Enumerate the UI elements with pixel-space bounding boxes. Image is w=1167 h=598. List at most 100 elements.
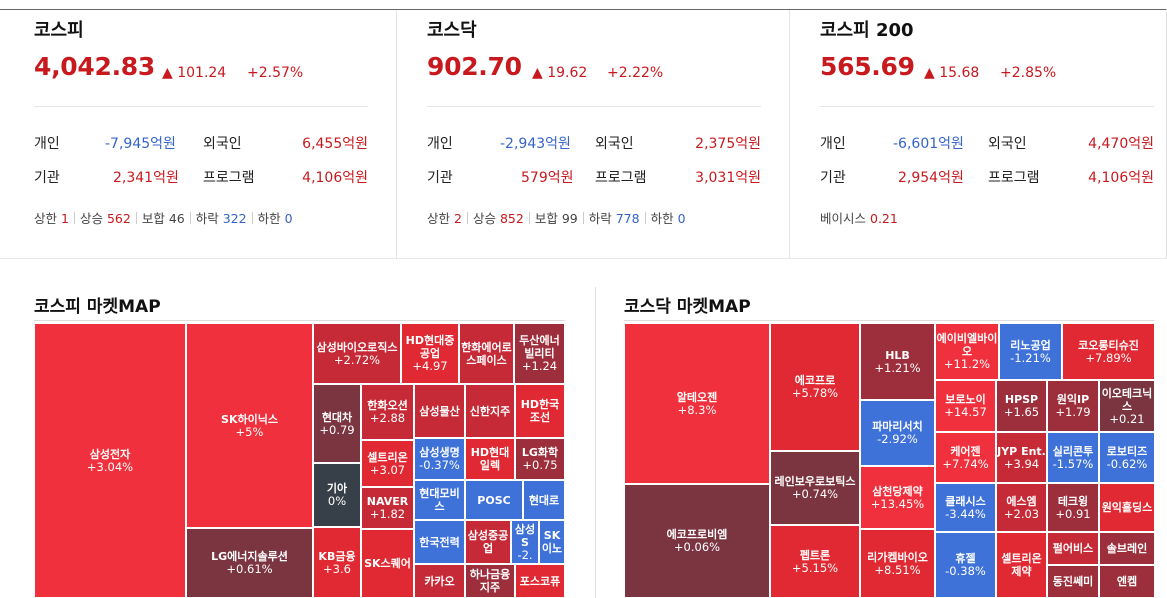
treemap-cell-sk이노[interactable]: SK이노 — [539, 520, 565, 564]
treemap-cell-에이비엘바이오[interactable]: 에이비엘바이오 +11.2% — [935, 323, 999, 380]
treemap-cell-현대모비스[interactable]: 현대모비스 — [414, 480, 465, 520]
treemap-cell-hd현대일렉[interactable]: HD현대일렉 — [465, 438, 515, 480]
treemap-cell-동진쎄미[interactable]: 동진쎄미 — [1047, 565, 1099, 598]
treemap-cell-change: +4.97 — [412, 359, 448, 373]
treemap-cell-name: HD현대중공업 — [405, 334, 455, 360]
treemap-cell-현대차[interactable]: 현대차 +0.79 — [313, 384, 361, 463]
treemap-cell-삼성중공업[interactable]: 삼성중공업 — [465, 520, 511, 564]
treemap-cell-name: 현대모비스 — [419, 487, 460, 513]
treemap-cell-한국전력[interactable]: 한국전력 — [414, 520, 465, 564]
treemap-cell-name: 기아 — [326, 482, 348, 495]
treemap-cell-포스코퓨[interactable]: 포스코퓨 — [515, 564, 565, 598]
treemap-cell-change: -0.62% — [1106, 456, 1148, 471]
treemap-cell-hd한국조선[interactable]: HD한국조선 — [515, 384, 565, 438]
treemap-cell-posc[interactable]: POSC — [465, 480, 523, 520]
treemap-cell-기아[interactable]: 기아 0% — [313, 463, 361, 527]
treemap-cell-에스엠[interactable]: 에스엠 +2.03 — [996, 483, 1047, 532]
index-title[interactable]: 코스피 200 — [820, 20, 914, 41]
treemap-cell-원익홀딩스[interactable]: 원익홀딩스 — [1099, 483, 1155, 532]
treemap-cell-클래시스[interactable]: 클래시스 -3.44% — [935, 483, 996, 532]
treemap-cell-코오롱티슈진[interactable]: 코오롱티슈진 +7.89% — [1062, 323, 1155, 380]
treemap-cell-lg에너지솔루션[interactable]: LG에너지솔루션 +0.61% — [186, 528, 313, 598]
treemap-cell-naver[interactable]: NAVER +1.82 — [361, 487, 414, 529]
treemap-cell-sk스퀘어[interactable]: SK스퀘어 — [361, 529, 414, 598]
treemap-cell-kb금융[interactable]: KB금융 +3.6 — [313, 527, 361, 598]
treemap-cell-change: +5.15% — [791, 560, 839, 575]
treemap-cell-에코프로비엠[interactable]: 에코프로비엠 +0.06% — [624, 484, 770, 598]
treemap-cell-change: +0.79 — [319, 422, 355, 437]
index-panel-kospi[interactable]: 코스피 4,042.83 ▲ 101.24 +2.57% 개인 -7,945억원… — [0, 10, 395, 256]
treemap-cell-테크윙[interactable]: 테크윙 +0.91 — [1047, 483, 1099, 532]
treemap-cell-name: JYP Ent. — [997, 444, 1046, 458]
divider — [34, 320, 565, 321]
treemap-cell-change: +0.75 — [522, 458, 558, 472]
treemap-cell-두산에너빌리티[interactable]: 두산에너빌리티 +1.24 — [514, 323, 565, 384]
treemap-cell-name: 파마리서치 — [872, 420, 923, 433]
treemap-cell-보로노이[interactable]: 보로노이 +14.57 — [935, 380, 996, 432]
treemap-cell-삼성전자[interactable]: 삼성전자 +3.04% — [34, 323, 186, 598]
treemap-cell-셀트리온제약[interactable]: 셀트리온제약 — [996, 532, 1047, 598]
investor-label: 외국인 — [988, 136, 1027, 152]
treemap-cell-name: 실리콘투 — [1052, 444, 1094, 458]
treemap-cell-휴젤[interactable]: 휴젤 -0.38% — [935, 532, 996, 598]
investor-value: -6,601억원 — [893, 136, 964, 152]
top-border — [0, 9, 1167, 10]
index-panel-kosdaq[interactable]: 코스닥 902.70 ▲ 19.62 +2.22% 개인 -2,943억원 외국… — [397, 10, 789, 256]
treemap-cell-change: -1.21% — [1010, 350, 1051, 365]
treemap-cell-실리콘투[interactable]: 실리콘투 -1.57% — [1047, 432, 1099, 483]
treemap-cell-에코프로[interactable]: 에코프로 +5.78% — [770, 323, 860, 451]
treemap-cell-리노공업[interactable]: 리노공업 -1.21% — [999, 323, 1062, 380]
investor-value: 4,106억원 — [302, 170, 368, 186]
treemap-cell-삼성물산[interactable]: 삼성물산 — [414, 384, 465, 438]
treemap-cell-신한지주[interactable]: 신한지주 — [465, 384, 515, 438]
treemap-cell-lg화학[interactable]: LG화학 +0.75 — [515, 438, 565, 480]
treemap-cell-레인보우로보틱스[interactable]: 레인보우로보틱스 +0.74% — [770, 451, 860, 525]
investor-value: -7,945억원 — [105, 136, 176, 152]
treemap-cell-change: +2.72% — [333, 352, 381, 367]
index-title[interactable]: 코스닥 — [427, 20, 477, 41]
treemap-cell-name: SK이노 — [541, 529, 563, 555]
treemap-cell-삼성바이오로직스[interactable]: 삼성바이오로직스 +2.72% — [313, 323, 401, 384]
treemap-cell-hlb[interactable]: HLB +1.21% — [860, 323, 935, 400]
treemap-cell-삼천당제약[interactable]: 삼천당제약 +13.45% — [860, 466, 935, 529]
treemap-cell-sk하이닉스[interactable]: SK하이닉스 +5% — [186, 323, 313, 528]
treemap-cell-name: 삼성S — [514, 522, 536, 549]
index-title[interactable]: 코스피 — [34, 20, 84, 41]
treemap-cell-change: -0.38% — [945, 564, 986, 578]
treemap-cell-펩트론[interactable]: 펩트론 +5.15% — [770, 525, 860, 598]
treemap-cell-이오테크닉스[interactable]: 이오테크닉스 +0.21 — [1099, 380, 1155, 432]
treemap-cell-name: 동진쎄미 — [1052, 575, 1094, 588]
treemap-cell-jyp-ent-[interactable]: JYP Ent. +3.94 — [996, 432, 1047, 483]
treemap-cell-삼성생명[interactable]: 삼성생명 -0.37% — [414, 438, 465, 480]
treemap-cell-name: 원익홀딩스 — [1101, 501, 1153, 514]
divider — [820, 106, 1154, 107]
treemap-cell-리가켐바이오[interactable]: 리가켐바이오 +8.51% — [860, 529, 935, 598]
treemap-cell-name: 펩트론 — [799, 548, 831, 562]
treemap-cell-change: -2.92% — [877, 432, 918, 446]
treemap-cell-셀트리온[interactable]: 셀트리온 +3.07 — [361, 440, 414, 487]
treemap-cell-엔켐[interactable]: 엔켐 — [1099, 565, 1155, 598]
treemap-cell-name: 에이비엘바이오 — [936, 332, 998, 358]
treemap-cell-hd현대중공업[interactable]: HD현대중공업 +4.97 — [401, 323, 459, 384]
treemap-cell-알테오젠[interactable]: 알테오젠 +8.3% — [624, 323, 770, 484]
treemap-cell-한화오션[interactable]: 한화오션 +2.88 — [361, 384, 414, 440]
treemap-cell-name: 보로노이 — [945, 393, 986, 406]
investor-value: 2,341억원 — [113, 170, 179, 186]
treemap-cell-솔브레인[interactable]: 솔브레인 — [1099, 532, 1155, 565]
treemap-cell-케어젠[interactable]: 케어젠 +7.74% — [935, 432, 996, 483]
treemap-cell-하나금융지주[interactable]: 하나금융지주 — [465, 564, 515, 598]
treemap-cell-파마리서치[interactable]: 파마리서치 -2.92% — [860, 400, 935, 466]
treemap-cell-한화에어로스페이스[interactable]: 한화에어로스페이스 — [459, 323, 514, 384]
treemap-cell-name: LG화학 — [521, 446, 559, 459]
treemap-cell-카카오[interactable]: 카카오 — [414, 564, 465, 598]
treemap-cell-원익ip[interactable]: 원익IP +1.79 — [1047, 380, 1099, 432]
index-panel-kospi200[interactable]: 코스피 200 565.69 ▲ 15.68 +2.85% 개인 -6,601억… — [790, 10, 1166, 256]
treemap-cell-현대로[interactable]: 현대로 — [523, 480, 565, 520]
treemap-cell-로보티즈[interactable]: 로보티즈 -0.62% — [1099, 432, 1155, 483]
treemap-cell-펄어비스[interactable]: 펄어비스 — [1047, 532, 1099, 565]
treemap-cell-name: 에스엠 — [1006, 494, 1037, 508]
treemap-cell-삼성s[interactable]: 삼성S -2. — [511, 520, 539, 564]
divider — [624, 320, 1155, 321]
treemap-cell-hpsp[interactable]: HPSP +1.65 — [996, 380, 1047, 432]
treemap-cell-change: +8.51% — [874, 562, 921, 577]
